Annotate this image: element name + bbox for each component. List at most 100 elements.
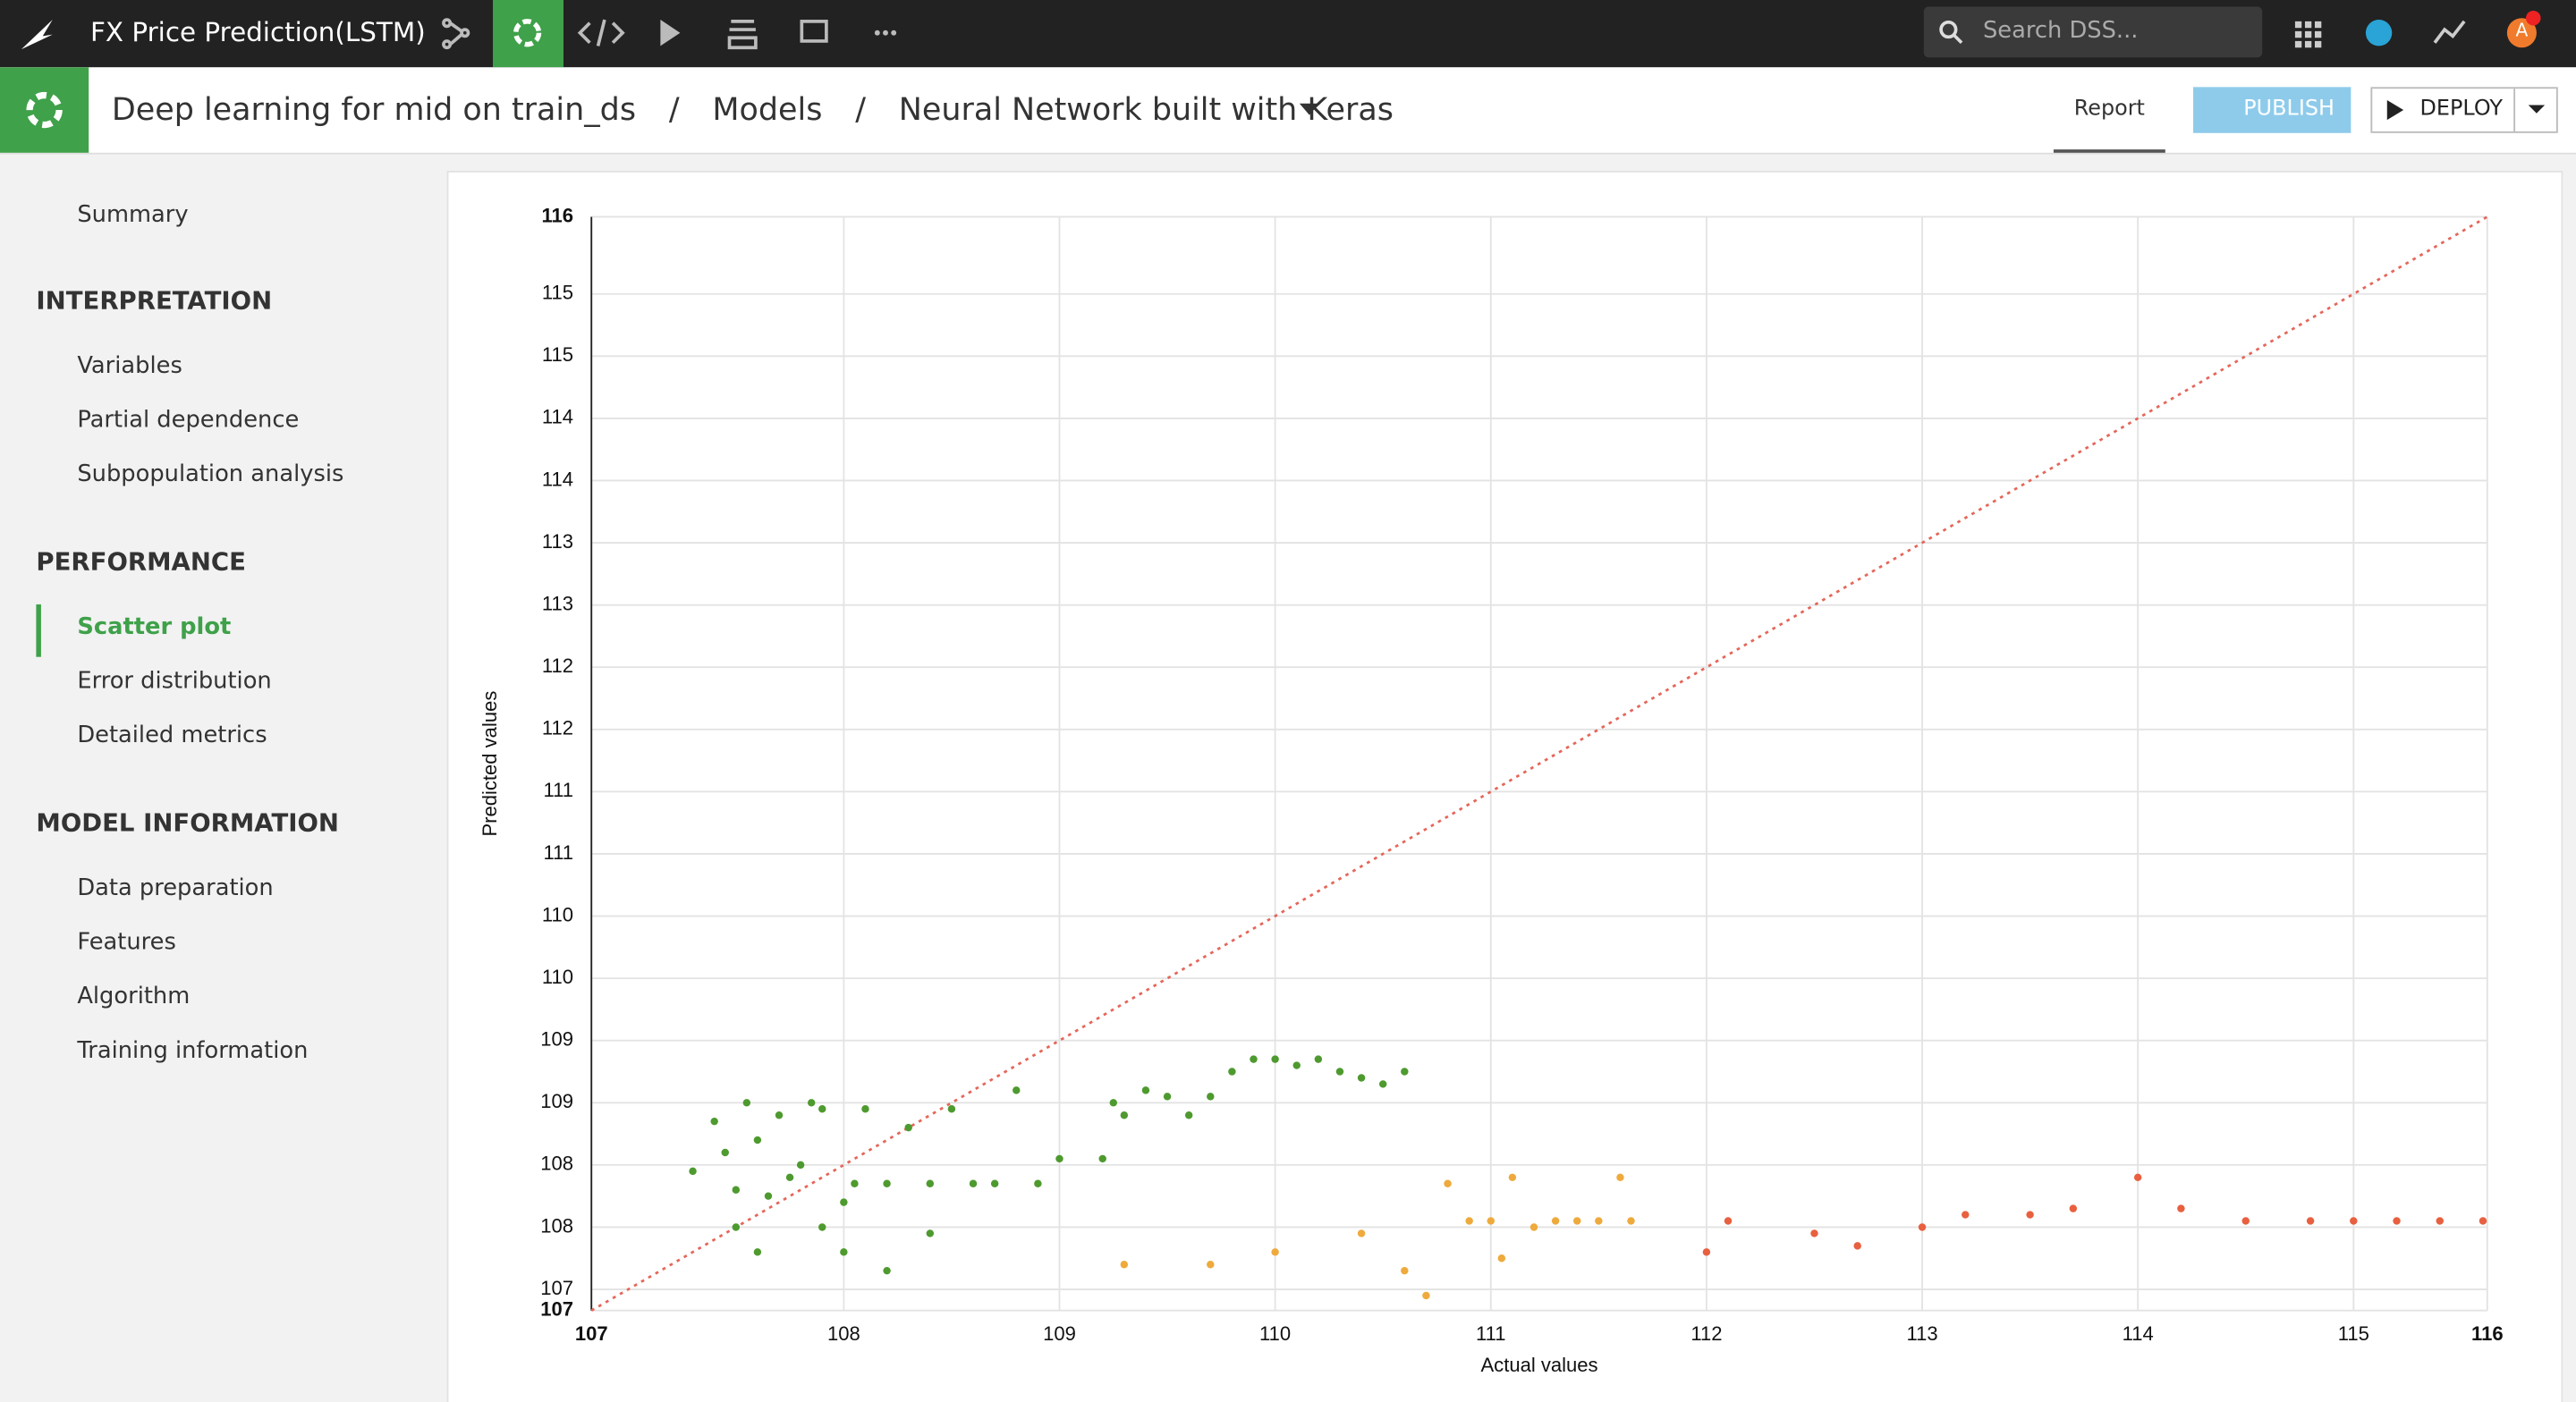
y-tick-label: 109 <box>540 1090 573 1112</box>
point <box>1595 1217 1603 1225</box>
point <box>1401 1266 1409 1275</box>
y-tick-label: 108 <box>540 1153 573 1175</box>
x-tick-label: 108 <box>827 1322 860 1345</box>
y-tick-label: 112 <box>542 655 573 677</box>
sidebar-item[interactable]: Data preparation <box>77 874 274 902</box>
search-box[interactable]: Search DSS... <box>1923 6 2263 58</box>
point <box>1098 1154 1106 1163</box>
point <box>1271 1248 1279 1256</box>
point <box>1109 1099 1118 1107</box>
publish-label: PUBLISH <box>2243 97 2335 122</box>
point <box>1228 1068 1236 1076</box>
point <box>1627 1217 1635 1225</box>
point <box>818 1223 826 1231</box>
sidebar-item[interactable]: Algorithm <box>77 984 191 1010</box>
point <box>883 1266 891 1275</box>
sidebar-item[interactable]: Error distribution <box>77 668 272 695</box>
point <box>1314 1055 1323 1063</box>
x-tick-label: 109 <box>1043 1322 1076 1345</box>
point <box>1497 1254 1506 1263</box>
x-tick-label: 107 <box>575 1322 608 1345</box>
top-bar: FX Price Prediction(LSTM) Search DSS... … <box>0 0 2576 68</box>
x-tick-label: 114 <box>2123 1322 2154 1345</box>
y-tick-label: 110 <box>542 903 573 925</box>
point <box>1918 1223 1927 1231</box>
y-tick-label: 114 <box>542 406 573 428</box>
user-initial[interactable]: A <box>2515 20 2529 41</box>
sidebar-item[interactable]: Subpopulation analysis <box>77 461 344 488</box>
sidebar-item[interactable]: Detailed metrics <box>77 722 267 749</box>
point <box>689 1167 697 1176</box>
point <box>775 1111 784 1119</box>
sidebar-section-title: INTERPRETATION <box>36 285 273 316</box>
y-tick-label: 113 <box>542 592 573 614</box>
point <box>764 1192 773 1200</box>
y-tick-label: 111 <box>544 841 574 864</box>
sidebar-section-title: MODEL INFORMATION <box>36 807 339 838</box>
point <box>1616 1173 1624 1182</box>
search-icon <box>1939 20 1963 45</box>
sidebar-item[interactable]: Summary <box>77 201 189 229</box>
point <box>1853 1242 1861 1250</box>
point <box>861 1105 869 1113</box>
sidebar-item[interactable]: Variables <box>77 352 182 380</box>
x-tick-label: 110 <box>1259 1322 1291 1345</box>
point <box>947 1105 956 1113</box>
point <box>1357 1074 1366 1082</box>
y-axis-label: Predicted values <box>479 691 501 837</box>
y-tick-label: 114 <box>542 468 573 490</box>
point <box>1487 1217 1495 1225</box>
dropdown-caret[interactable] <box>1296 100 1322 120</box>
nav-icons[interactable] <box>419 0 945 68</box>
deploy-button[interactable]: DEPLOY <box>2370 87 2558 133</box>
sidebar-item[interactable]: Features <box>77 929 176 956</box>
deploy-label: DEPLOY <box>2419 97 2503 122</box>
point <box>1034 1179 1042 1187</box>
point <box>807 1099 816 1107</box>
point <box>2479 1217 2487 1225</box>
point <box>721 1148 729 1157</box>
point <box>1465 1217 1473 1225</box>
sidebar-item[interactable]: Partial dependence <box>77 407 300 434</box>
point <box>2393 1217 2401 1225</box>
point <box>1207 1093 1215 1101</box>
y-tick-label: 107 <box>540 1298 573 1321</box>
breadcrumb-item[interactable]: Models <box>712 91 823 129</box>
breadcrumb-item[interactable]: Deep learning for mid on train_ds <box>111 91 637 129</box>
y-tick-label: 115 <box>542 282 573 304</box>
point <box>926 1179 935 1187</box>
point <box>1702 1248 1711 1256</box>
point <box>1422 1291 1430 1300</box>
point <box>1055 1154 1063 1163</box>
point <box>1444 1179 1452 1187</box>
top-icons[interactable] <box>2284 0 2563 67</box>
point <box>1378 1080 1387 1088</box>
x-tick-label: 113 <box>1906 1322 1937 1345</box>
y-tick-label: 108 <box>540 1214 573 1237</box>
point <box>1141 1086 1150 1094</box>
sidebar-item[interactable]: Training information <box>77 1037 309 1065</box>
point <box>1163 1093 1172 1101</box>
point <box>1551 1217 1560 1225</box>
point <box>2350 1217 2358 1225</box>
point <box>753 1248 762 1256</box>
point <box>818 1105 826 1113</box>
report-tab[interactable]: Report <box>2053 67 2165 153</box>
x-tick-label: 116 <box>2471 1322 2504 1345</box>
point <box>742 1099 751 1107</box>
point <box>2026 1211 2034 1219</box>
point <box>926 1229 935 1237</box>
point <box>1250 1055 1258 1063</box>
point <box>883 1179 891 1187</box>
point <box>2133 1173 2142 1182</box>
point <box>1508 1173 1517 1182</box>
y-tick-label: 109 <box>540 1028 573 1051</box>
publish-button[interactable]: PUBLISH <box>2193 87 2351 133</box>
sidebar-item[interactable]: Scatter plot <box>77 613 232 641</box>
search-placeholder: Search DSS... <box>1982 18 2139 45</box>
point <box>840 1248 848 1256</box>
breadcrumb-separator: / <box>668 91 680 129</box>
point <box>1401 1068 1409 1076</box>
project-name[interactable]: FX Price Prediction(LSTM) <box>90 16 426 48</box>
y-tick-label: 112 <box>542 717 573 739</box>
